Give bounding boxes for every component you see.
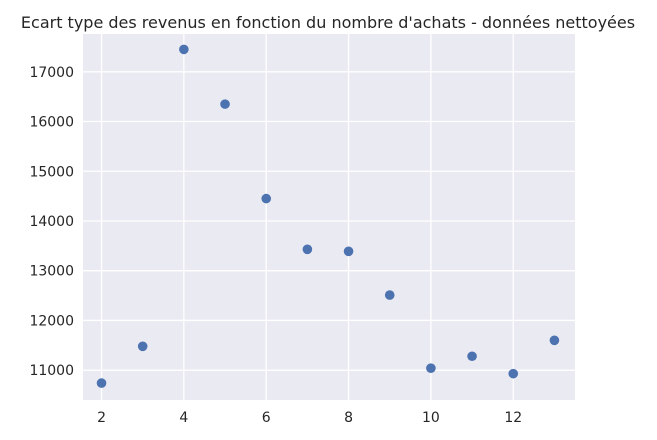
plot-area — [83, 34, 575, 400]
data-point — [137, 341, 148, 352]
x-tick-label: 8 — [344, 410, 353, 426]
data-point — [261, 193, 272, 204]
data-point — [343, 246, 354, 257]
x-tick-label: 4 — [179, 410, 188, 426]
data-point — [467, 351, 477, 362]
x-tick-labels: 2 4 6 8 10 12 — [97, 410, 522, 426]
data-point — [549, 335, 560, 346]
y-tick-label: 16000 — [29, 115, 74, 131]
grid-lines — [83, 34, 575, 400]
data-point — [508, 368, 519, 379]
y-tick-label: 17000 — [29, 65, 74, 81]
y-tick-labels: 11000 12000 13000 14000 15000 16000 17000 — [29, 65, 74, 379]
data-point — [426, 363, 436, 373]
y-tick-label: 12000 — [29, 313, 74, 329]
data-point — [384, 290, 395, 300]
y-tick-label: 13000 — [29, 264, 74, 280]
y-tick-label: 11000 — [29, 363, 74, 379]
y-tick-label: 15000 — [29, 164, 74, 180]
x-tick-label: 10 — [422, 410, 440, 426]
data-point — [302, 244, 313, 255]
x-tick-label: 12 — [504, 410, 522, 426]
data-points — [96, 44, 560, 388]
x-tick-label: 6 — [262, 410, 271, 426]
data-point — [220, 99, 230, 109]
data-point — [96, 378, 107, 388]
data-point — [179, 44, 189, 55]
x-tick-label: 2 — [97, 410, 106, 426]
chart-title: Ecart type des revenus en fonction du no… — [21, 13, 635, 32]
y-tick-label: 14000 — [29, 214, 74, 230]
